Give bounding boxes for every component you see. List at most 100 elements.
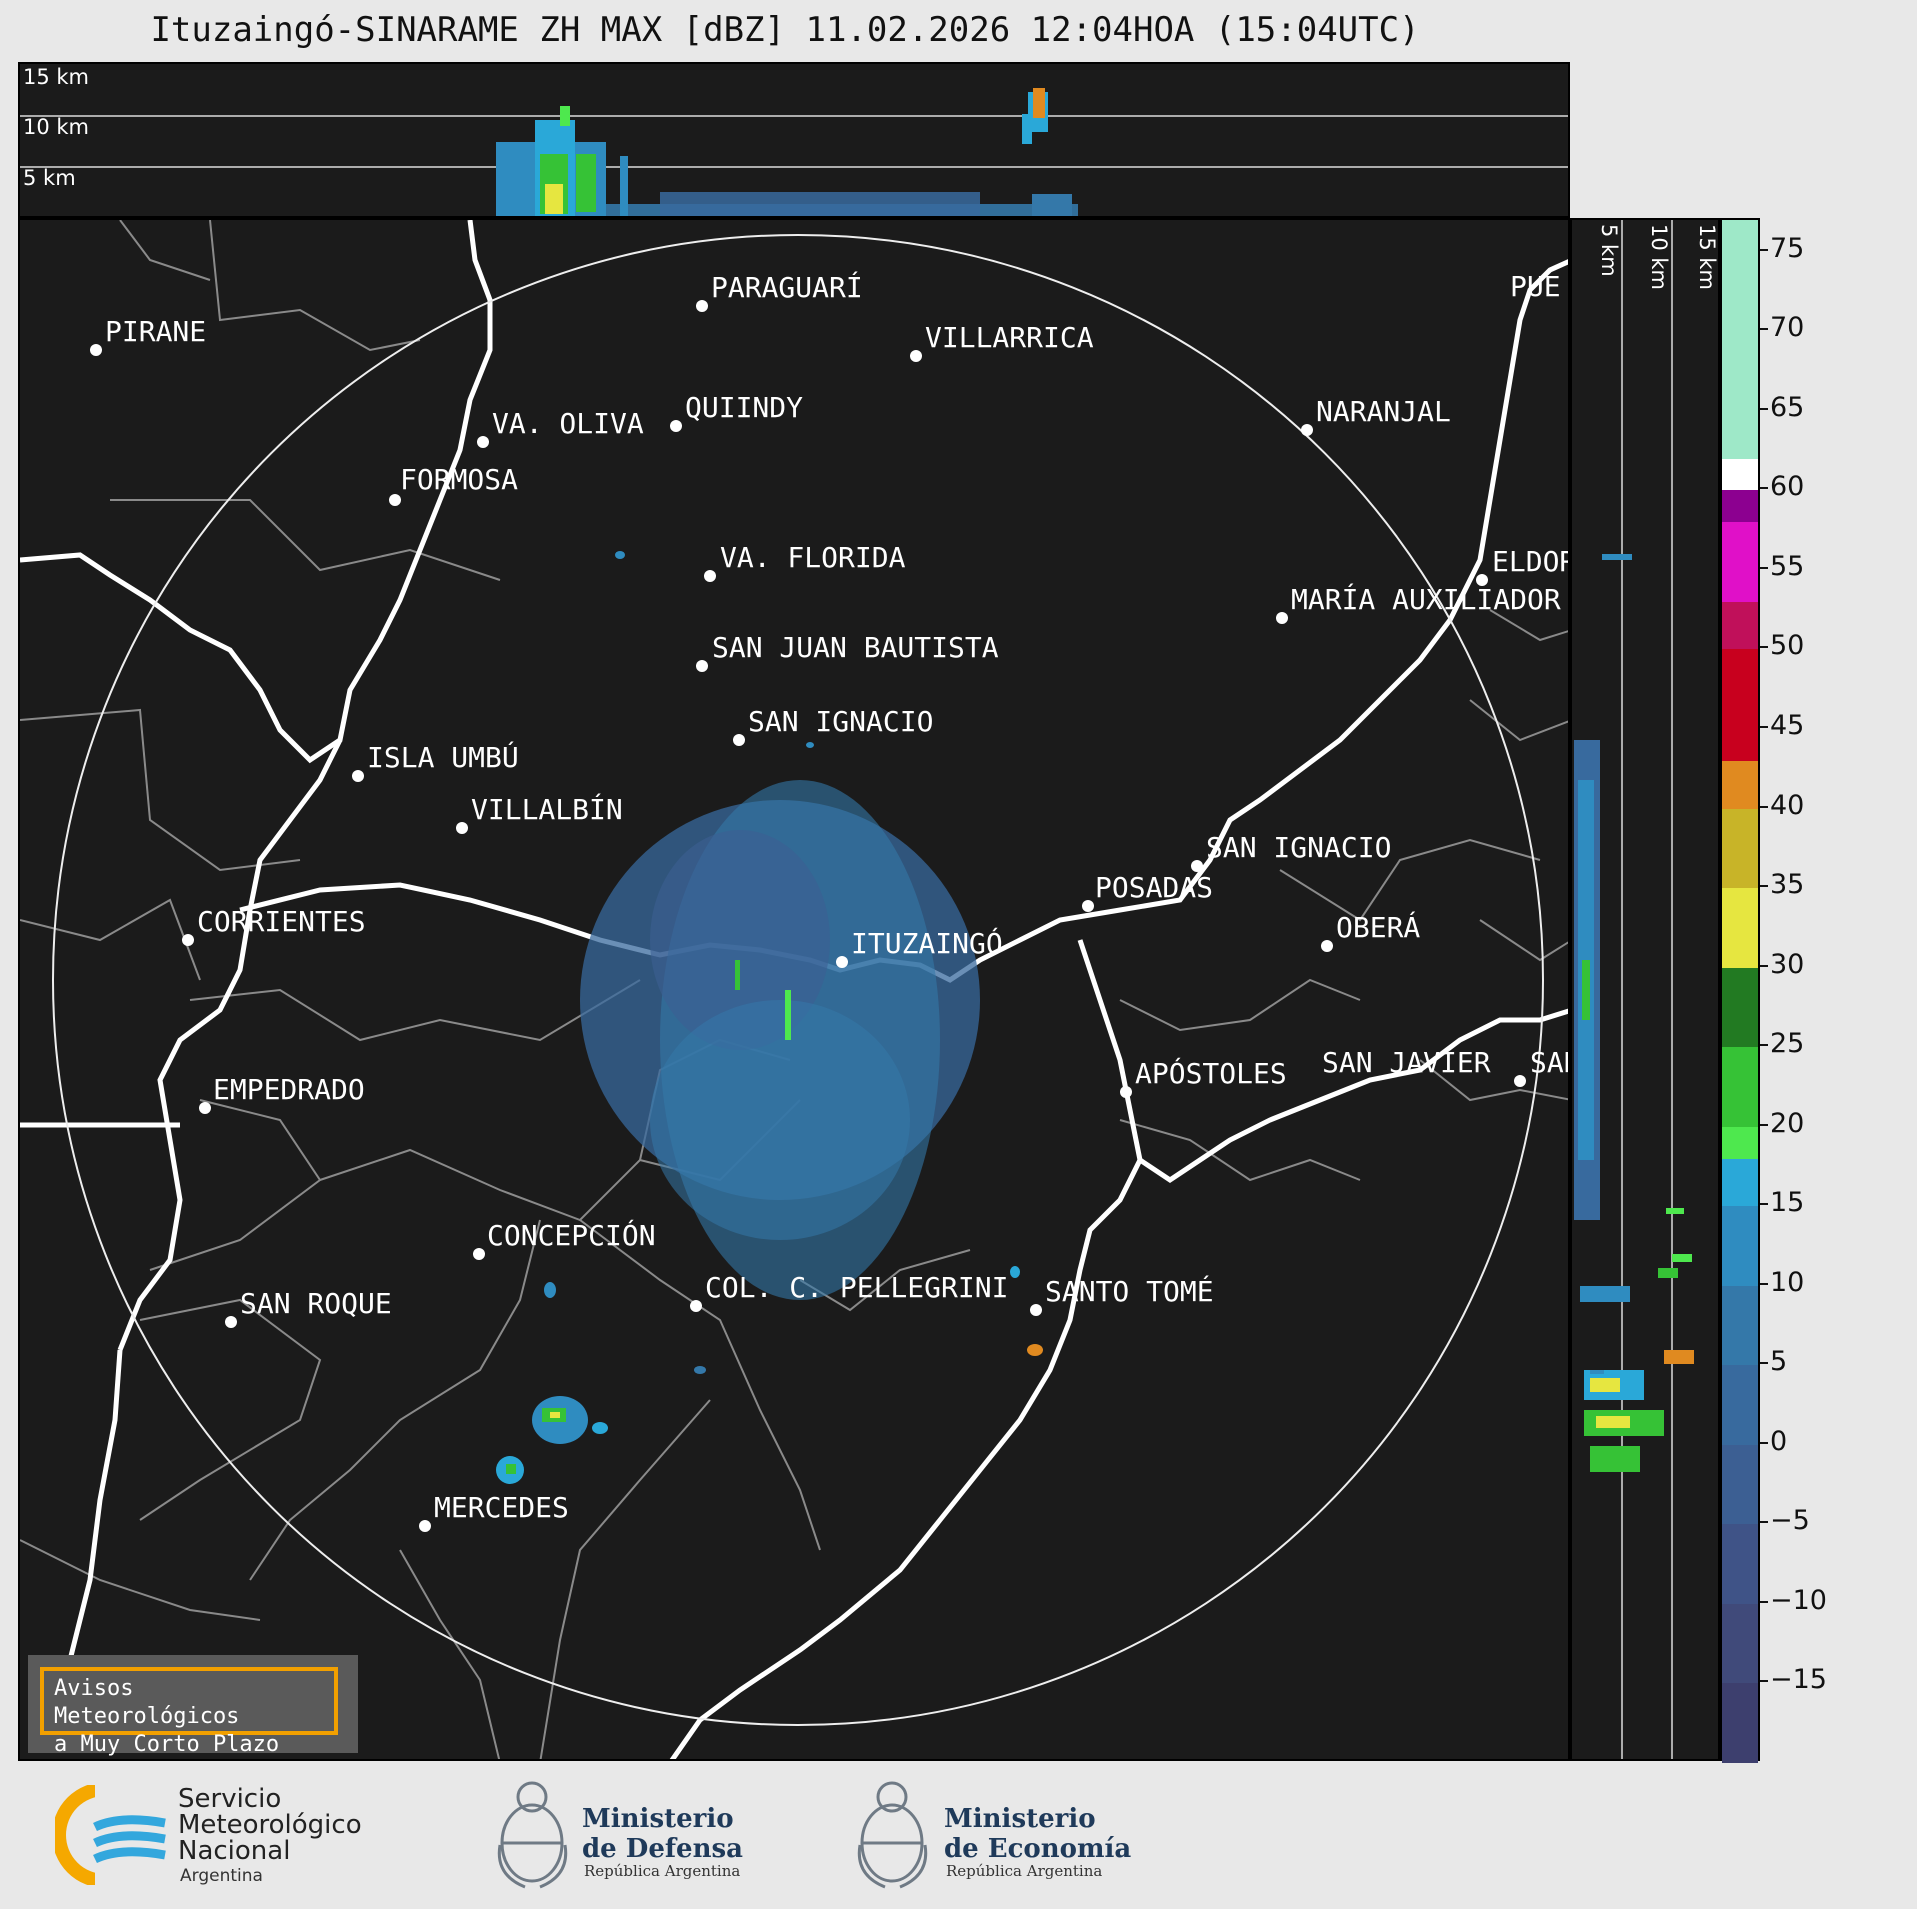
colorbar-tick-label: 25 bbox=[1770, 1028, 1805, 1060]
city-dot bbox=[352, 770, 364, 782]
city-label-obera: OBERÁ bbox=[1336, 910, 1420, 944]
city-label-va-florida: VA. FLORIDA bbox=[720, 541, 906, 574]
city-label-naranjal: NARANJAL bbox=[1316, 395, 1451, 428]
city-dot bbox=[670, 420, 682, 432]
colorbar-tickmark bbox=[1760, 1123, 1768, 1126]
colorbar-band bbox=[1722, 1603, 1758, 1684]
vertical-profile-side: 5 km 10 km 15 km bbox=[1570, 218, 1720, 1761]
colorbar-band bbox=[1722, 490, 1758, 523]
city-label-formosa: FORMOSA bbox=[400, 463, 518, 496]
height-label-10km: 10 km bbox=[23, 115, 89, 139]
city-label-san-roque: SAN ROQUE bbox=[240, 1287, 392, 1320]
colorbar-band bbox=[1722, 808, 1758, 889]
city-dot bbox=[1120, 1086, 1132, 1098]
city-dot bbox=[456, 822, 468, 834]
colorbar-tickmark bbox=[1760, 407, 1768, 410]
city-label-san: SAN bbox=[1530, 1046, 1570, 1079]
colorbar-tickmark bbox=[1760, 248, 1768, 251]
side-label-5km: 5 km bbox=[1597, 224, 1621, 277]
side-echoes bbox=[1574, 554, 1694, 1472]
radar-map[interactable]: PARAGUARÍ VILLARRICA PIRANE QUIINDY VA. … bbox=[18, 218, 1570, 1761]
city-dot bbox=[199, 1102, 211, 1114]
city-dot bbox=[1191, 860, 1203, 872]
city-dot bbox=[477, 436, 489, 448]
side-label-10km: 10 km bbox=[1647, 224, 1671, 290]
smn-line4: Argentina bbox=[180, 1866, 263, 1886]
colorbar-tick-label: 20 bbox=[1770, 1107, 1805, 1139]
city-label-concepcion: CONCEPCIÓN bbox=[487, 1218, 656, 1252]
colorbar-band bbox=[1722, 1126, 1758, 1159]
colorbar-tick-label: 5 bbox=[1770, 1346, 1788, 1378]
colorbar-tick-label: 50 bbox=[1770, 630, 1805, 662]
colorbar-tickmark bbox=[1760, 726, 1768, 729]
colorbar-band bbox=[1722, 1285, 1758, 1366]
city-dot bbox=[696, 660, 708, 672]
side-label-15km: 15 km bbox=[1695, 224, 1719, 290]
warning-box[interactable]: Avisos Meteorológicos a Muy Corto Plazo bbox=[28, 1655, 358, 1757]
colorbar-band bbox=[1722, 1524, 1758, 1604]
city-label-pue: PUE bbox=[1510, 270, 1561, 303]
city-dot bbox=[1476, 574, 1488, 586]
colorbar-band bbox=[1722, 760, 1758, 809]
city-markers: PARAGUARÍ VILLARRICA PIRANE QUIINDY VA. … bbox=[90, 270, 1570, 1532]
coat-of-arms-icon bbox=[857, 1781, 928, 1889]
height-label-15km: 15 km bbox=[23, 65, 89, 89]
colorbar-band bbox=[1722, 649, 1758, 761]
colorbar-tick-label: 60 bbox=[1770, 471, 1805, 503]
city-dot bbox=[473, 1248, 485, 1260]
colorbar bbox=[1720, 218, 1760, 1763]
top-echoes bbox=[496, 88, 1078, 216]
city-label-pirane: PIRANE bbox=[105, 315, 206, 348]
city-label-paraguari: PARAGUARÍ bbox=[711, 270, 863, 304]
colorbar-tickmark bbox=[1760, 1521, 1768, 1524]
smn-line2: Meteorológico bbox=[178, 1810, 362, 1840]
city-dot bbox=[690, 1300, 702, 1312]
city-label-col-c-pellegrini: COL. C. PELLEGRINI bbox=[705, 1271, 1008, 1304]
city-label-san-ignacio-py: SAN IGNACIO bbox=[748, 705, 933, 738]
city-dot bbox=[225, 1316, 237, 1328]
colorbar-tick-label: 0 bbox=[1770, 1425, 1788, 1457]
city-dot bbox=[1276, 612, 1288, 624]
defensa-line3: República Argentina bbox=[584, 1862, 741, 1880]
colorbar-band bbox=[1722, 1158, 1758, 1207]
colorbar-tickmark bbox=[1760, 1441, 1768, 1444]
colorbar-tickmark bbox=[1760, 964, 1768, 967]
city-dot bbox=[389, 494, 401, 506]
warning-label[interactable]: Avisos Meteorológicos a Muy Corto Plazo bbox=[40, 1667, 338, 1757]
city-dot bbox=[704, 570, 716, 582]
city-dot bbox=[419, 1520, 431, 1532]
city-dot bbox=[733, 734, 745, 746]
smn-line1: Servicio bbox=[178, 1784, 282, 1814]
city-dot bbox=[1030, 1304, 1042, 1316]
colorbar-band bbox=[1722, 1683, 1758, 1763]
colorbar-band bbox=[1722, 1206, 1758, 1286]
colorbar-band bbox=[1722, 1444, 1758, 1525]
city-label-isla-umbu: ISLA UMBÚ bbox=[367, 740, 519, 774]
city-dot bbox=[1321, 940, 1333, 952]
colorbar-tick-label: 65 bbox=[1770, 391, 1805, 423]
side-profile-svg: 5 km 10 km 15 km bbox=[1574, 220, 1719, 1759]
map-svg: PARAGUARÍ VILLARRICA PIRANE QUIINDY VA. … bbox=[20, 220, 1570, 1759]
colorbar-band bbox=[1722, 601, 1758, 650]
economia-line3: República Argentina bbox=[946, 1862, 1103, 1880]
colorbar-band bbox=[1722, 220, 1758, 459]
city-label-ituzaingo: ITUZAINGÓ bbox=[851, 926, 1003, 960]
colorbar-band bbox=[1722, 1047, 1758, 1127]
colorbar-band bbox=[1722, 458, 1758, 491]
colorbar-tickmark bbox=[1760, 566, 1768, 569]
colorbar-tickmark bbox=[1760, 1282, 1768, 1285]
colorbar-band bbox=[1722, 967, 1758, 1048]
city-dot bbox=[90, 344, 102, 356]
colorbar-tick-label: 35 bbox=[1770, 869, 1805, 901]
city-label-corrientes: CORRIENTES bbox=[197, 905, 366, 938]
colorbar-tick-label: −10 bbox=[1770, 1584, 1827, 1616]
height-label-5km: 5 km bbox=[23, 166, 76, 190]
city-label-apostoles: APÓSTOLES bbox=[1135, 1056, 1287, 1090]
city-label-san-juan-bautista: SAN JUAN BAUTISTA bbox=[712, 631, 999, 664]
city-dot bbox=[910, 350, 922, 362]
city-label-villalbin: VILLALBÍN bbox=[471, 792, 623, 826]
colorbar-tickmark bbox=[1760, 1600, 1768, 1603]
top-profile-svg: 15 km 10 km 5 km bbox=[20, 65, 1568, 216]
city-label-va-oliva: VA. OLIVA bbox=[492, 407, 644, 440]
city-dot bbox=[836, 956, 848, 968]
